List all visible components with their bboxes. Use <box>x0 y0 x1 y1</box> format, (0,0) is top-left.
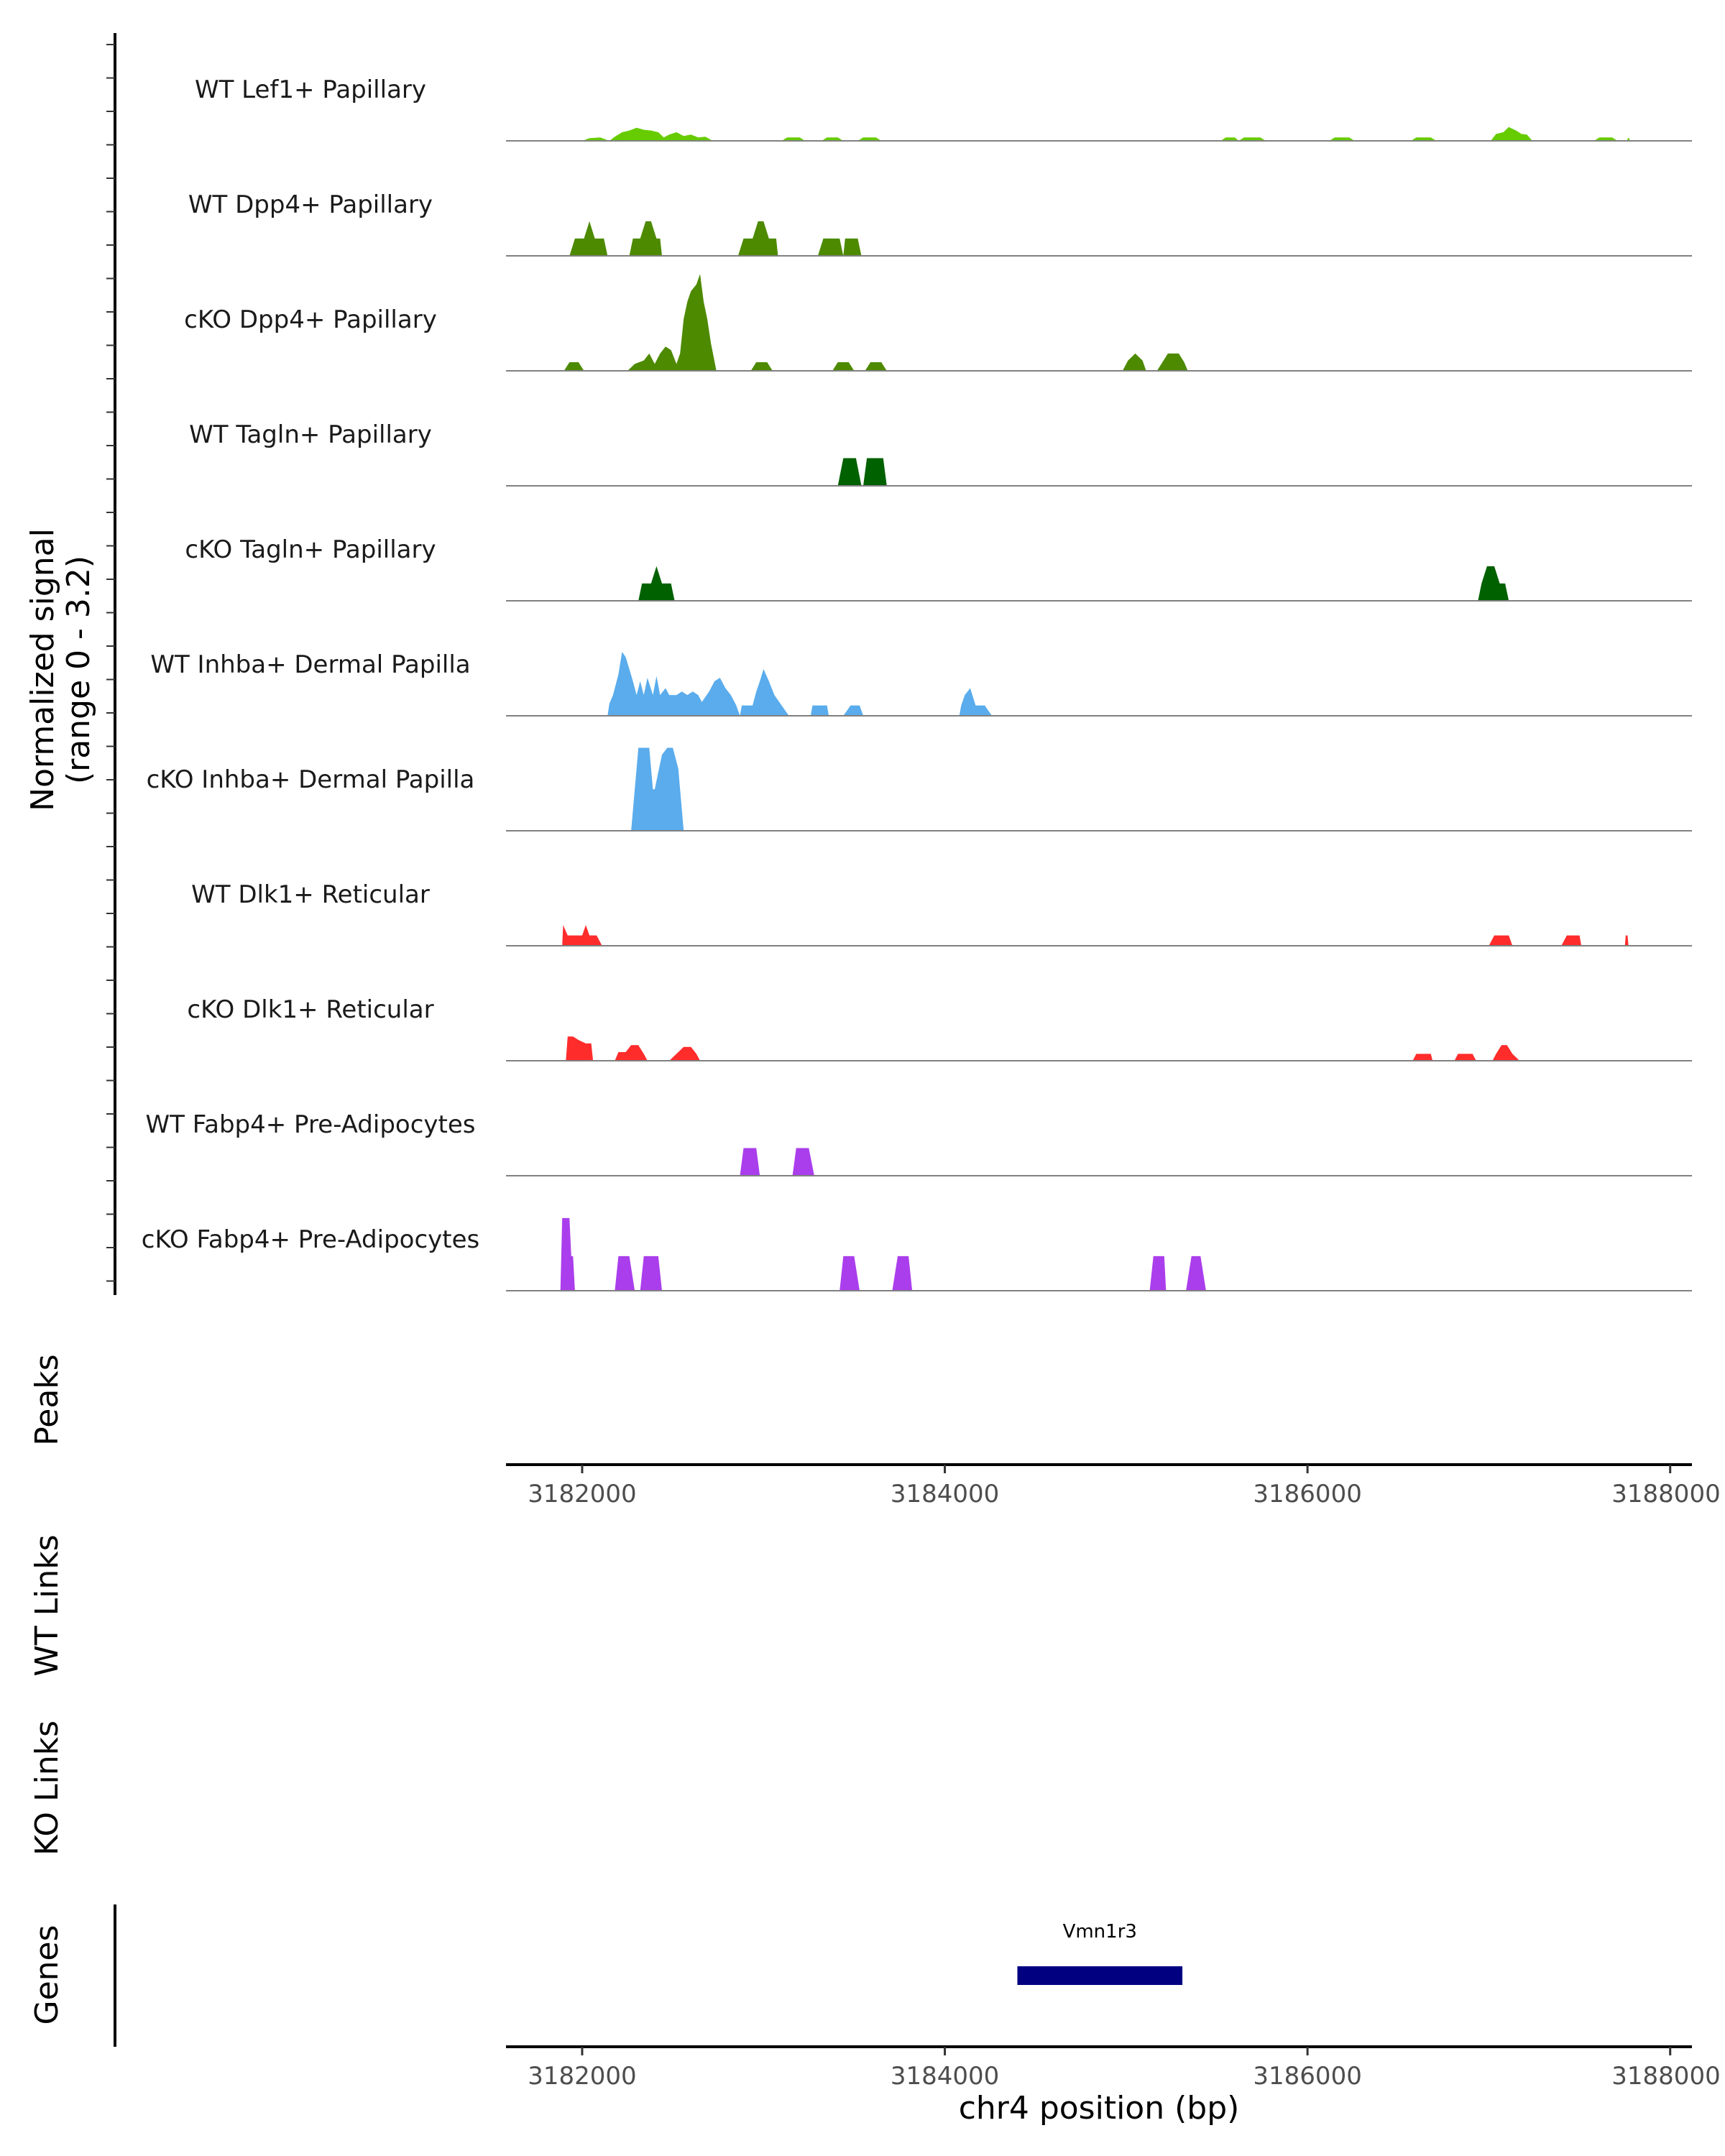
coverage-tracks: WT Lef1+ Papillary WT Dpp4+ Papillary cKO … <box>142 75 1692 1291</box>
x-axis-tick-label: 3186000 <box>1253 1480 1361 1508</box>
wt-links-panel-title: WT Links <box>29 1534 65 1676</box>
coverage-track: WT Tagln+ Papillary <box>189 420 1692 487</box>
coverage-track: cKO Fabp4+ Pre-Adipocytes <box>142 1217 1692 1291</box>
signal-y-axis-ticks <box>106 44 115 1282</box>
ko-links-panel-title: KO Links <box>29 1720 65 1856</box>
track-signal-area <box>582 126 1631 141</box>
y-axis-range-label: (range 0 - 3.2) <box>60 556 97 784</box>
track-label: WT Inhba+ Dermal Papilla <box>150 650 470 679</box>
x-axis-tick-label: 3188000 <box>1611 2062 1720 2091</box>
track-signal-area <box>638 566 1509 601</box>
track-signal-area <box>837 458 887 486</box>
track-label: cKO Tagln+ Papillary <box>185 535 436 564</box>
x-axis-tick-label: 3182000 <box>528 1480 636 1508</box>
signal-y-axis-title: Normalized signal (range 0 - 3.2) <box>24 528 97 811</box>
x-axis-tick-label: 3184000 <box>891 1480 999 1508</box>
track-label: cKO Inhba+ Dermal Papilla <box>147 765 475 794</box>
track-label: cKO Dlk1+ Reticular <box>187 995 433 1024</box>
peaks-panel-title: Peaks <box>29 1354 65 1445</box>
y-axis-label: Normalized signal <box>24 528 61 811</box>
track-signal-area <box>562 925 1629 946</box>
track-label: WT Tagln+ Papillary <box>189 420 432 449</box>
x-axis-tick-label: 3186000 <box>1253 2062 1361 2091</box>
peaks-x-axis-ticks: 3182000 3184000 3186000 3188000 <box>528 1465 1721 1508</box>
track-label: WT Fabp4+ Pre-Adipocytes <box>146 1110 476 1139</box>
coverage-track: cKO Inhba+ Dermal Papilla <box>147 747 1692 831</box>
genes-panel-title: Genes <box>29 1925 65 2024</box>
track-signal-area <box>631 747 684 831</box>
coverage-track: WT Lef1+ Papillary <box>195 75 1692 142</box>
coverage-track: WT Dpp4+ Papillary <box>188 190 1692 257</box>
track-signal-area <box>607 652 993 716</box>
coverage-track: cKO Tagln+ Papillary <box>185 535 1692 602</box>
coverage-track: WT Fabp4+ Pre-Adipocytes <box>146 1110 1692 1176</box>
track-signal-area <box>566 1036 1520 1061</box>
coverage-track: cKO Dlk1+ Reticular <box>187 995 1692 1061</box>
gene-body-bar <box>1017 1966 1183 1985</box>
x-axis-tick-label: 3184000 <box>891 2062 999 2091</box>
track-label: cKO Dpp4+ Papillary <box>184 305 437 334</box>
track-signal-area <box>564 274 1188 371</box>
track-signal-area <box>569 221 862 256</box>
track-label: WT Lef1+ Papillary <box>195 75 426 104</box>
track-label: WT Dpp4+ Papillary <box>188 190 433 219</box>
genes-x-axis-ticks: 3182000 3184000 3186000 3188000 <box>528 2047 1721 2091</box>
x-axis-tick-label: 3188000 <box>1611 1480 1720 1508</box>
track-label: cKO Fabp4+ Pre-Adipocytes <box>142 1225 480 1254</box>
track-signal-area <box>740 1148 814 1176</box>
track-signal-area <box>560 1217 1206 1291</box>
coverage-track: WT Dlk1+ Reticular <box>191 880 1692 946</box>
gene-annotations: Vmn1r3 <box>1017 1921 1183 1985</box>
x-axis-tick-label: 3182000 <box>528 2062 636 2091</box>
coverage-track: WT Inhba+ Dermal Papilla <box>150 650 1692 717</box>
gene-name-label: Vmn1r3 <box>1063 1921 1137 1943</box>
x-axis-title: chr4 position (bp) <box>959 2090 1240 2127</box>
coverage-track: cKO Dpp4+ Papillary <box>184 274 1692 372</box>
track-label: WT Dlk1+ Reticular <box>191 880 430 909</box>
